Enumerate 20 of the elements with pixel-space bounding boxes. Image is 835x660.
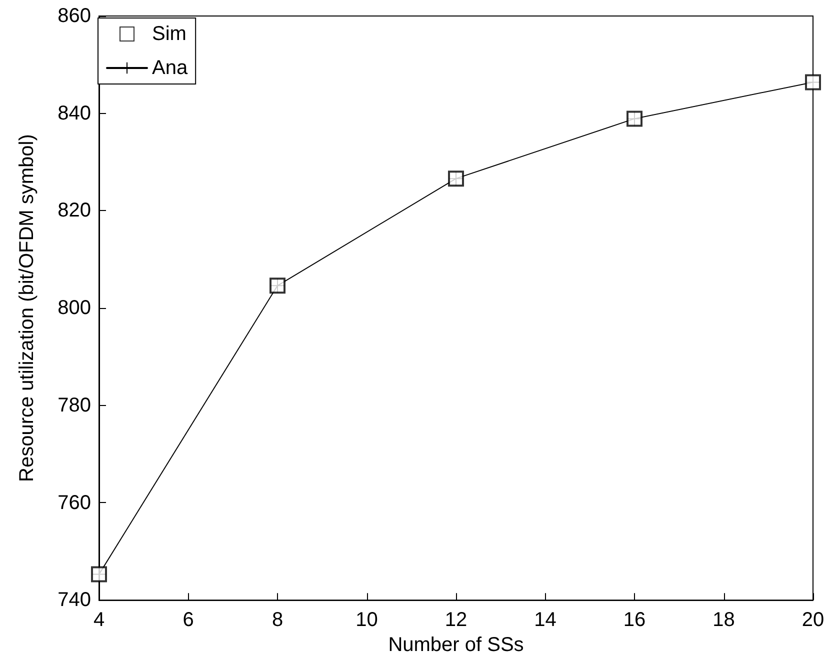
x-tick-label: 10 bbox=[356, 609, 378, 632]
x-tick-label: 6 bbox=[182, 609, 194, 632]
y-tick-label: 760 bbox=[58, 492, 91, 514]
y-tick-label: 780 bbox=[58, 394, 91, 416]
y-tick-label: 860 bbox=[58, 5, 91, 27]
x-tick-label: 4 bbox=[93, 609, 105, 632]
y-tick-label: 820 bbox=[58, 200, 91, 222]
x-tick-label: 20 bbox=[802, 609, 824, 632]
y-axis-title: Resource utilization (bit/OFDM symbol) bbox=[16, 134, 38, 482]
legend-label: Sim bbox=[152, 23, 186, 45]
x-tick-label: 8 bbox=[272, 609, 284, 632]
legend-label: Ana bbox=[152, 57, 188, 79]
x-tick-label: 12 bbox=[444, 609, 468, 632]
x-tick-label: 14 bbox=[534, 609, 556, 632]
x-tick-label: 16 bbox=[623, 609, 646, 632]
y-tick-label: 800 bbox=[58, 297, 91, 320]
x-tick-label: 18 bbox=[712, 609, 735, 632]
x-axis-title: Number of SSs bbox=[388, 634, 524, 656]
y-tick-label: 740 bbox=[58, 589, 91, 612]
y-tick-label: 840 bbox=[58, 102, 91, 124]
